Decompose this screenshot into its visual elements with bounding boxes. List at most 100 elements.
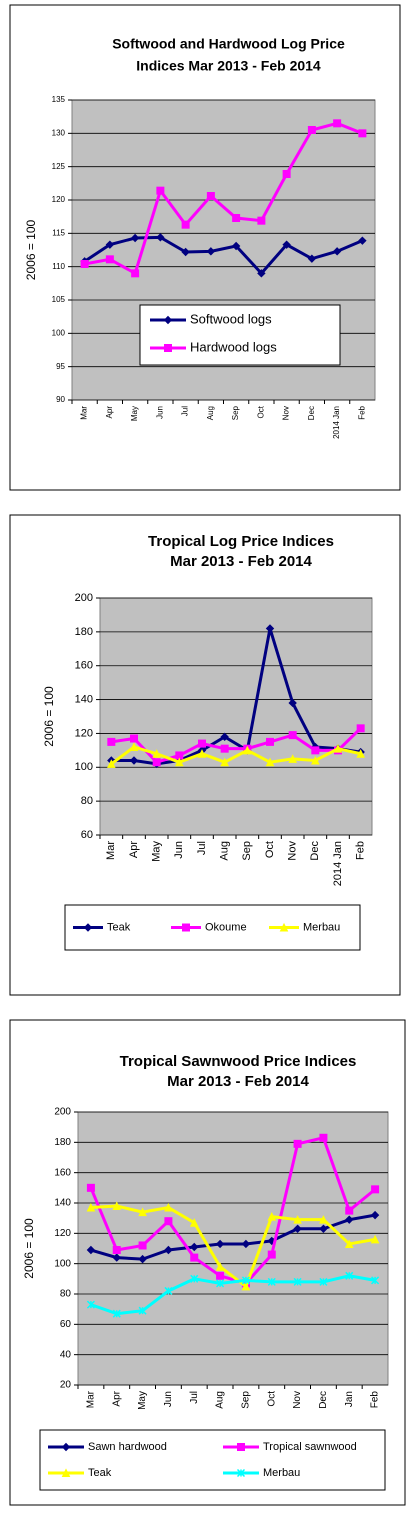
legend-box [139, 304, 341, 366]
marker [189, 1218, 199, 1227]
marker [197, 749, 207, 758]
marker [130, 734, 138, 743]
x-tick-label: Oct [264, 841, 276, 858]
y-tick-label: 40 [60, 1349, 72, 1360]
legend-label: Okoume [205, 921, 247, 933]
y-tick-label: 140 [54, 1198, 71, 1209]
y-tick-label: 200 [54, 1107, 71, 1118]
marker [152, 758, 161, 767]
y-tick-label: 140 [75, 693, 93, 705]
marker [370, 1210, 380, 1220]
chart: Tropical Sawnwood Price Indices Mar 2013 … [9, 1019, 406, 1506]
x-tick-label: Feb [357, 405, 366, 419]
marker [282, 170, 291, 178]
marker [112, 1253, 121, 1262]
series-line [110, 745, 361, 766]
y-tick-label: 80 [60, 1289, 72, 1300]
y-tick-label: 100 [54, 1258, 71, 1269]
marker [215, 1239, 225, 1249]
y-tick-label: 90 [56, 395, 65, 404]
x-tick-label: Nov [292, 1391, 303, 1409]
y-tick-label: 100 [52, 328, 66, 337]
y-tick-label: 180 [54, 1137, 71, 1148]
marker [333, 119, 342, 128]
marker [61, 1468, 71, 1477]
x-tick-label: Jul [181, 406, 190, 416]
y-tick-label: 110 [52, 262, 65, 271]
chart: Tropical Log Price Indices Mar 2013 - Feb… [9, 514, 401, 996]
marker [129, 742, 139, 751]
marker [345, 1271, 354, 1280]
marker [164, 1217, 173, 1226]
marker [220, 757, 229, 767]
marker [175, 757, 184, 767]
marker [241, 1276, 250, 1285]
x-tick-label: Sep [241, 841, 253, 861]
marker [131, 269, 140, 278]
marker [112, 1201, 122, 1211]
marker [190, 1242, 199, 1252]
x-tick-label: May [137, 1391, 148, 1410]
marker [80, 260, 89, 268]
x-tick-label: Dec [318, 1391, 329, 1409]
chart-title: Mar 2013 - Feb 2014 [167, 1073, 309, 1090]
marker [181, 247, 190, 257]
marker [279, 922, 289, 932]
legend-label: Softwood logs [190, 311, 272, 326]
marker [358, 236, 367, 245]
marker [86, 1183, 95, 1192]
marker [293, 1215, 302, 1224]
marker [267, 1250, 276, 1259]
marker [307, 254, 317, 263]
legend-label: Teak [107, 921, 131, 933]
marker [138, 1207, 147, 1217]
marker [288, 731, 297, 740]
marker [206, 247, 216, 256]
x-tick-label: Jan [344, 1391, 355, 1407]
legend-label: Merbau [263, 1467, 300, 1479]
x-tick-label: Oct [266, 1391, 277, 1407]
x-tick-label: Dec [307, 406, 316, 420]
y-tick-label: 180 [75, 626, 93, 638]
chart-title: Mar 2013 - Feb 2014 [170, 553, 312, 570]
marker [237, 1443, 245, 1451]
x-tick-label: Jun [155, 406, 164, 419]
marker [267, 1277, 276, 1286]
marker [220, 744, 229, 753]
marker [293, 1277, 302, 1286]
marker [236, 1468, 246, 1478]
legend-label: Tropical sawnwood [263, 1441, 357, 1453]
marker [216, 1279, 225, 1288]
y-tick-label: 115 [52, 228, 65, 237]
legend-box [39, 1429, 386, 1491]
marker [107, 737, 116, 746]
series-line [90, 1204, 376, 1289]
marker [333, 744, 343, 753]
chart-title: Softwood and Hardwood Log Price [112, 36, 345, 52]
marker [358, 129, 367, 138]
marker [83, 923, 93, 932]
marker [215, 1262, 225, 1271]
marker [288, 754, 297, 763]
legend-box [64, 904, 361, 951]
marker [105, 255, 114, 264]
legend-label: Merbau [303, 921, 340, 933]
marker [231, 241, 241, 251]
marker [344, 1239, 354, 1248]
marker [181, 220, 190, 229]
marker [138, 1241, 147, 1250]
marker [243, 745, 252, 755]
marker [107, 759, 116, 768]
x-tick-label: Jun [173, 841, 185, 859]
y-axis-label: 2006 = 100 [42, 686, 56, 747]
x-tick-label: May [151, 841, 163, 862]
marker [266, 737, 274, 746]
x-tick-label: 2014 Jan [332, 406, 341, 439]
marker [257, 216, 266, 225]
x-tick-label: Dec [309, 841, 321, 861]
marker [293, 1139, 302, 1148]
chart-title: Tropical Log Price Indices [148, 533, 334, 550]
x-tick-label: Mar [105, 841, 117, 860]
marker [265, 624, 275, 633]
